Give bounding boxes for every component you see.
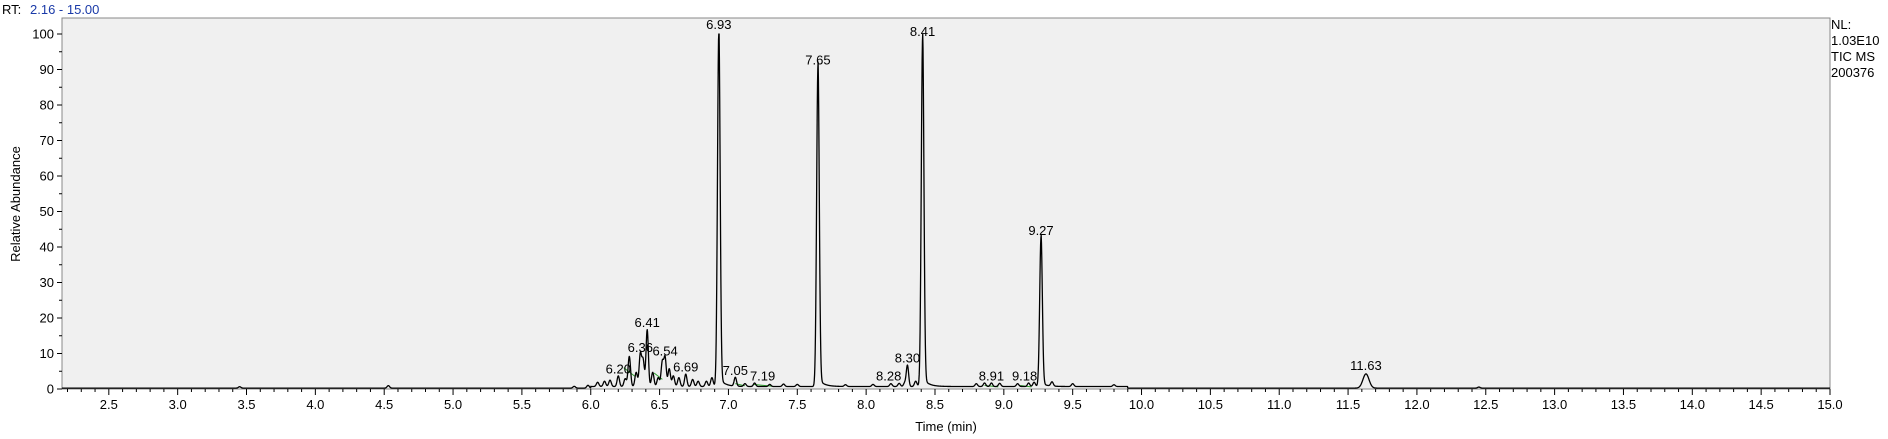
- x-tick-label: 8.5: [926, 397, 944, 412]
- y-tick-label: 30: [40, 275, 54, 290]
- y-tick-label: 70: [40, 133, 54, 148]
- baseline-marker: [653, 372, 663, 380]
- x-tick-label: 12.0: [1404, 397, 1429, 412]
- rt-prefix: RT:: [2, 2, 21, 17]
- x-tick-label: 6.0: [582, 397, 600, 412]
- y-tick-label: 50: [40, 204, 54, 219]
- peak-label: 7.19: [750, 368, 775, 383]
- x-axis: 2.5 3.0 3.5 4.0 4.5 5.0 5.5 6.0 6.5 7.0 7.5 8.0 8.5 9…: [67, 389, 1843, 412]
- x-tick-label: 4.0: [306, 397, 324, 412]
- nl-value: 1.03E10: [1831, 33, 1879, 48]
- x-tick-label: 3.5: [237, 397, 255, 412]
- x-tick-label: 5.5: [513, 397, 531, 412]
- y-tick-label: 10: [40, 346, 54, 361]
- peak-label: 8.30: [895, 351, 920, 366]
- x-tick-label: 7.5: [788, 397, 806, 412]
- scan-type: TIC MS: [1831, 49, 1875, 64]
- peak-label: 8.41: [910, 24, 935, 39]
- x-tick-label: 14.5: [1748, 397, 1773, 412]
- peak-label: 6.20: [606, 361, 631, 376]
- x-tick-label: 9.0: [995, 397, 1013, 412]
- x-tick-label: 13.5: [1611, 397, 1636, 412]
- x-tick-label: 7.0: [719, 397, 737, 412]
- nl-label: NL:: [1831, 17, 1851, 32]
- y-tick-label: 80: [40, 98, 54, 113]
- y-tick-label: 0: [47, 382, 54, 397]
- y-tick-label: 90: [40, 62, 54, 77]
- plot-area: [61, 17, 1831, 390]
- sample-id: 200376: [1831, 65, 1874, 80]
- y-tick-label: 60: [40, 169, 54, 184]
- y-axis: 0 10 20 30 40 50 60 70 80 90 100: [32, 27, 62, 397]
- x-axis-title: Time (min): [915, 419, 977, 434]
- y-axis-title: Relative Abundance: [8, 146, 23, 262]
- peak-label: 8.28: [876, 368, 901, 383]
- x-tick-label: 6.5: [651, 397, 669, 412]
- peak-label: 6.36: [628, 340, 653, 355]
- x-tick-label: 5.0: [444, 397, 462, 412]
- x-tick-label: 9.5: [1064, 397, 1082, 412]
- peak-label: 6.93: [706, 17, 731, 32]
- x-tick-label: 11.0: [1267, 397, 1291, 412]
- tic-trace: [61, 33, 1831, 389]
- peak-label: 9.27: [1028, 223, 1053, 238]
- y-tick-label: 100: [32, 27, 54, 42]
- x-tick-label: 8.0: [857, 397, 875, 412]
- x-tick-label: 11.5: [1336, 397, 1360, 412]
- x-tick-label: 4.5: [375, 397, 393, 412]
- y-tick-label: 40: [40, 240, 54, 255]
- x-tick-label: 3.0: [169, 397, 187, 412]
- rt-range: 2.16 - 15.00: [30, 2, 99, 17]
- x-tick-label: 12.5: [1473, 397, 1498, 412]
- baseline-marker: [623, 367, 636, 377]
- x-tick-label: 10.0: [1129, 397, 1154, 412]
- peak-label: 7.65: [805, 53, 830, 68]
- peak-label: 6.41: [635, 315, 660, 330]
- peak-label: 9.18: [1012, 368, 1037, 383]
- peak-label: 7.05: [723, 363, 748, 378]
- x-tick-label: 2.5: [100, 397, 118, 412]
- x-tick-label: 15.0: [1817, 397, 1842, 412]
- peak-label: 8.91: [979, 368, 1004, 383]
- x-tick-label: 14.0: [1680, 397, 1705, 412]
- y-tick-label: 20: [40, 311, 54, 326]
- peak-labels: 6.20 6.36 6.41 6.546.69 6.93 7.05 7.19 7.65 8.28…: [606, 17, 1382, 383]
- peak-label: 6.69: [673, 360, 698, 375]
- peak-label: 6.54: [652, 344, 677, 359]
- x-tick-label: 10.5: [1198, 397, 1223, 412]
- x-tick-label: 13.0: [1542, 397, 1567, 412]
- peak-label: 11.63: [1350, 358, 1382, 373]
